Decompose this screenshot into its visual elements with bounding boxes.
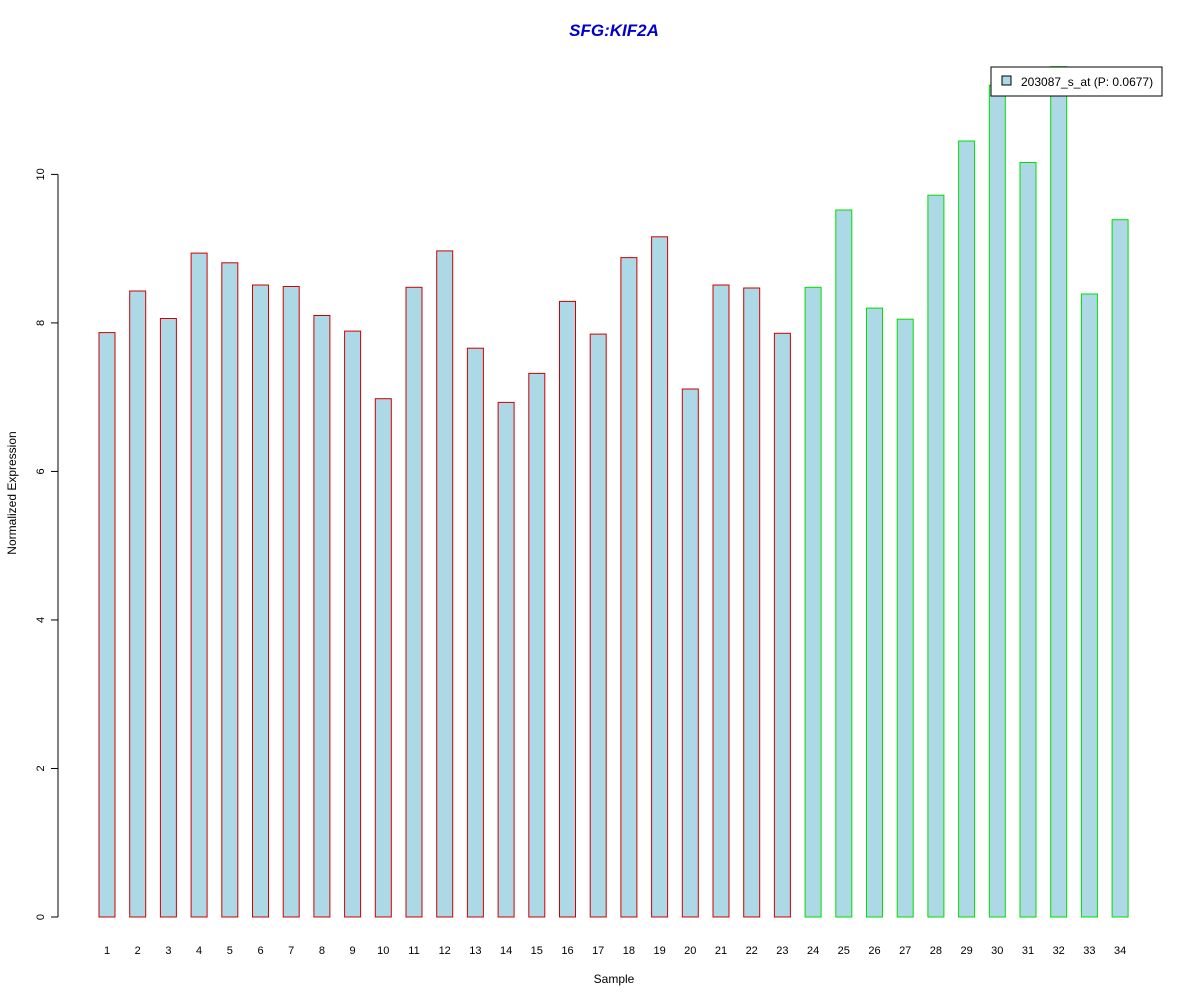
bar-sample-6: [252, 284, 269, 918]
x-tick-label: 19: [653, 945, 665, 957]
bar-sample-10: [374, 398, 392, 918]
bar-sample-14: [497, 401, 515, 918]
x-tick-label: 5: [227, 945, 233, 957]
x-tick-label: 14: [500, 945, 512, 957]
y-tick-label: 6: [35, 468, 47, 474]
x-tick-label: 16: [561, 945, 573, 957]
x-tick-label: 25: [838, 945, 850, 957]
chart-title: SFG:KIF2A: [569, 21, 659, 40]
bar-sample-8: [313, 315, 331, 918]
bar-sample-26: [866, 307, 883, 918]
bar-sample-18: [620, 257, 638, 918]
bar-sample-15: [528, 372, 546, 918]
bar-sample-13: [466, 347, 484, 918]
x-tick-label: 7: [288, 945, 294, 957]
y-axis: 0 2 4 6 8 10: [35, 168, 59, 920]
bar-sample-7: [282, 286, 300, 918]
x-tick-label: 20: [684, 945, 696, 957]
legend-box: [990, 66, 1163, 97]
x-tick-label: 24: [807, 945, 819, 957]
bar-sample-25: [835, 209, 853, 918]
bar-sample-21: [712, 284, 730, 918]
bar-sample-23: [773, 332, 791, 918]
legend: 203087_s_at (P: 0.0677): [990, 66, 1163, 97]
x-tick-label: 33: [1083, 945, 1095, 957]
x-tick-label: 30: [991, 945, 1003, 957]
x-tick-label: 31: [1022, 945, 1034, 957]
x-tick-label: 23: [776, 945, 788, 957]
y-tick-label: 8: [35, 320, 47, 326]
x-tick-label: 3: [165, 945, 171, 957]
x-tick-label: 9: [350, 945, 356, 957]
x-tick-label: 1: [104, 945, 110, 957]
x-tick-label: 12: [439, 945, 451, 957]
x-tick-label: 21: [715, 945, 727, 957]
bar-sample-2: [129, 290, 147, 918]
bar-sample-24: [804, 286, 822, 918]
y-tick-label: 10: [35, 168, 47, 180]
bar-sample-19: [651, 236, 669, 918]
bar-sample-17: [589, 333, 607, 918]
x-tick-label: 13: [469, 945, 481, 957]
x-tick-label: 29: [960, 945, 972, 957]
bar-sample-34: [1111, 219, 1129, 918]
y-tick-label: 2: [35, 765, 47, 771]
bar-sample-9: [344, 330, 362, 918]
x-tick-label: 18: [623, 945, 635, 957]
bar-sample-22: [743, 287, 761, 918]
x-tick-label: 11: [408, 945, 419, 957]
bar-sample-28: [927, 194, 945, 918]
x-tick-label: 6: [257, 945, 263, 957]
bar-sample-27: [896, 318, 914, 918]
bar-sample-16: [559, 300, 576, 918]
bar-sample-4: [190, 252, 208, 918]
x-tick-label: 34: [1114, 945, 1126, 957]
bar-sample-5: [221, 262, 239, 918]
bar-sample-12: [436, 250, 454, 918]
x-axis-label: Sample: [594, 972, 635, 986]
x-tick-label: 8: [319, 945, 325, 957]
bar-sample-20: [681, 388, 699, 918]
x-tick-label: 26: [868, 945, 880, 957]
y-axis-label: Normalized Expression: [5, 431, 19, 554]
y-tick-label: 0: [35, 914, 47, 920]
x-tick-label: 32: [1053, 945, 1065, 957]
x-tick-label: 15: [531, 945, 543, 957]
bar-sample-3: [159, 318, 177, 918]
bar-sample-30: [988, 84, 1006, 918]
x-tick-labels: 1 2 3 4 5 6 7 8 9 10 11 12 13 14 15 16 17 18 19 20 21 22 23 24 2…: [104, 945, 1126, 957]
bar-sample-32: [1050, 66, 1068, 918]
bar-sample-29: [958, 140, 976, 918]
x-tick-label: 4: [196, 945, 202, 957]
x-tick-label: 10: [377, 945, 389, 957]
bar-sample-11: [405, 286, 423, 918]
x-tick-label: 2: [135, 945, 141, 957]
bar-sample-31: [1019, 162, 1037, 918]
bar-sample-33: [1080, 293, 1098, 918]
x-tick-label: 17: [592, 945, 604, 957]
x-tick-label: 28: [930, 945, 942, 957]
bar-group: [98, 66, 1129, 918]
x-tick-label: 22: [746, 945, 758, 957]
x-tick-label: 27: [899, 945, 911, 957]
legend-swatch: [1001, 75, 1012, 86]
legend-label: 203087_s_at (P: 0.0677): [1021, 75, 1153, 89]
bar-sample-1: [98, 332, 116, 918]
y-tick-label: 4: [35, 617, 47, 623]
